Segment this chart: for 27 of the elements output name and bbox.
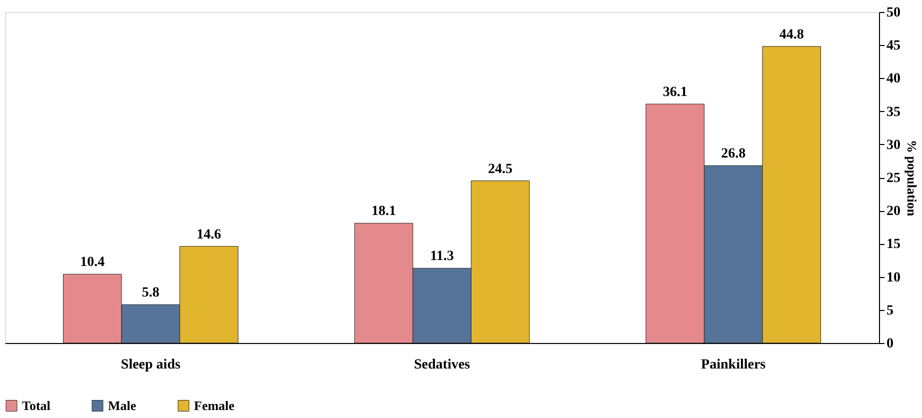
data-label: 24.5 [488,162,513,177]
y-tick-label: 5 [886,303,894,318]
data-label: 11.3 [430,249,454,264]
y-tick-label: 20 [886,204,900,220]
y-tick-label: 25 [886,171,900,186]
data-label: 5.8 [142,286,160,301]
legend-label: Total [22,398,51,413]
x-tick-label: Sleep aids [120,358,181,372]
data-label: 26.8 [721,146,746,162]
data-label: 10.4 [80,255,105,270]
y-axis-title: % population [904,140,920,217]
y-tick-label: 30 [886,138,900,153]
y-tick-label: 50 [886,6,900,20]
y-tick-label: 35 [886,104,900,120]
data-label: 18.1 [371,204,396,220]
legend-label: Male [108,398,136,413]
data-label: 14.6 [196,227,222,242]
legend-label: Female [194,398,235,413]
data-label: 44.8 [779,27,804,42]
x-tick-label: Sedatives [414,358,471,372]
y-tick-label: 45 [886,38,900,54]
y-tick-label: 15 [886,237,900,252]
x-tick-label: Painkillers [701,358,766,372]
y-tick-label: 10 [886,270,900,286]
data-label: 36.1 [662,85,688,100]
y-tick-label: 0 [886,336,894,352]
y-tick-label: 40 [886,72,900,87]
